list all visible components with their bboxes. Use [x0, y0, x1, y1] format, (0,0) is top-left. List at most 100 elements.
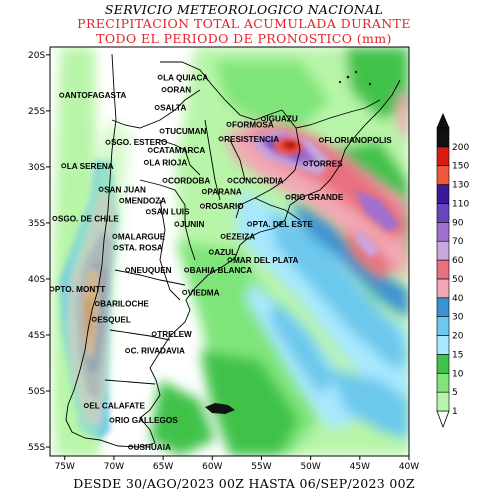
city-marker	[201, 189, 207, 195]
precipitation-field	[50, 47, 409, 456]
legend-label: 40	[452, 294, 464, 304]
city-marker	[49, 286, 55, 292]
city-label: RIO GRANDE	[291, 193, 344, 202]
city-marker	[247, 221, 253, 227]
city-label: PARANA	[207, 188, 242, 197]
city-marker	[125, 267, 131, 273]
city-marker	[91, 316, 97, 322]
longitude-label: 45W	[350, 462, 370, 472]
longitude-label: 55W	[251, 462, 271, 472]
city-label: MAR DEL PLATA	[233, 256, 299, 265]
legend-label: 5	[452, 388, 458, 398]
legend-label: 30	[452, 313, 464, 323]
city-marker	[98, 186, 104, 192]
latitude-label: 35S	[28, 219, 45, 229]
latitude-axis: 20S 25S 30S 35S 40S 45S 50S 55S	[28, 51, 50, 453]
city-label: PTA. DEL ESTE	[253, 220, 314, 229]
city-label: SALTA	[160, 104, 186, 113]
city-marker	[303, 161, 309, 167]
city-label: BARILOCHE	[100, 300, 149, 309]
city-label: NEUQUEN	[131, 266, 172, 275]
latitude-label: 20S	[28, 51, 45, 61]
city-label: BAHIA BLANCA	[190, 266, 253, 275]
city-marker	[218, 136, 224, 142]
city-label: ESQUEL	[97, 315, 131, 324]
city-label: SAN JUAN	[104, 185, 146, 194]
city-marker	[182, 289, 188, 295]
legend-label: 150	[452, 162, 469, 172]
map-title-line-1: PRECIPITACION TOTAL ACUMULADA DURANTE	[77, 16, 411, 31]
legend-bottom-arrow	[436, 410, 450, 429]
legend-label: 15	[452, 350, 463, 360]
legend-label: 1	[452, 407, 458, 417]
city-label: STA. ROSA	[119, 244, 163, 253]
city-label: PTO. MONTT	[55, 285, 105, 294]
legend-swatch	[436, 203, 450, 223]
city-label: SAN LUIS	[151, 208, 190, 217]
legend-label: 90	[452, 218, 464, 228]
city-label: JUNIN	[180, 220, 205, 229]
legend-swatch	[436, 278, 450, 299]
city-labels: LA QUIACA ORAN ANTOFAGASTA SALTA IGUAZUFORMO…	[49, 73, 392, 452]
city-marker	[260, 116, 266, 122]
city-label: C. RIVADAVIA	[131, 347, 185, 356]
city-label: AZUL	[214, 248, 236, 257]
legend-label: 130	[452, 181, 469, 191]
city-marker	[105, 139, 111, 145]
city-marker	[220, 233, 226, 239]
city-label: TRELEW	[157, 330, 192, 339]
city-label: FORMOSA	[232, 120, 274, 129]
city-marker	[226, 121, 232, 127]
longitude-label: 65W	[153, 462, 173, 472]
city-label: MENDOZA	[125, 197, 166, 206]
longitude-label: 70W	[104, 462, 124, 472]
longitude-label: 50W	[300, 462, 320, 472]
city-label: ANTOFAGASTA	[65, 91, 127, 100]
latitude-label: 45S	[28, 331, 45, 341]
map-title-line-2: TODO EL PERIODO DE PRONOSTICO (mm)	[96, 31, 392, 46]
legend-swatch	[436, 127, 450, 148]
city-marker	[162, 177, 168, 183]
city-marker	[128, 444, 134, 450]
city-label: TORRES	[309, 160, 344, 169]
city-marker	[227, 257, 233, 263]
legend-swatch	[436, 335, 450, 355]
city-label: EZEIZA	[226, 232, 255, 241]
legend-label: 20	[452, 332, 464, 342]
city-marker	[125, 348, 131, 354]
city-marker	[143, 159, 149, 165]
legend-swatch	[436, 372, 450, 393]
legend-label: 70	[452, 237, 464, 247]
city-marker	[227, 177, 233, 183]
city-marker	[174, 221, 180, 227]
city-label: CATAMARCA	[153, 146, 205, 155]
city-label: RESISTENCIA	[224, 135, 279, 144]
legend-swatch	[436, 222, 450, 242]
city-marker	[159, 128, 165, 134]
legend-swatch	[436, 240, 450, 261]
legend-swatch	[436, 391, 450, 412]
legend-label: 200	[452, 143, 469, 153]
city-label: ROSARIO	[205, 202, 244, 211]
longitude-label: 60W	[202, 462, 222, 472]
city-marker	[61, 163, 67, 169]
city-label: VIEDMA	[188, 288, 220, 297]
city-marker	[109, 417, 115, 423]
longitude-label: 40W	[399, 462, 419, 472]
city-label: LA QUIACA	[163, 73, 208, 82]
city-label: RIO GALLEGOS	[115, 416, 178, 425]
city-label: TUCUMAN	[165, 127, 206, 136]
city-marker	[199, 203, 205, 209]
city-marker	[83, 403, 89, 409]
legend-label: 110	[452, 199, 469, 209]
forecast-period: DESDE 30/AGO/2023 00Z HASTA 06/SEP/2023 …	[73, 476, 415, 491]
city-marker	[151, 331, 157, 337]
legend-label: 60	[452, 256, 464, 266]
city-label: EL CALAFATE	[89, 402, 145, 411]
city-label: LA RIOJA	[149, 158, 187, 167]
legend-swatch	[436, 165, 450, 185]
legend-swatch	[436, 297, 450, 317]
legend-label: 10	[452, 369, 464, 379]
